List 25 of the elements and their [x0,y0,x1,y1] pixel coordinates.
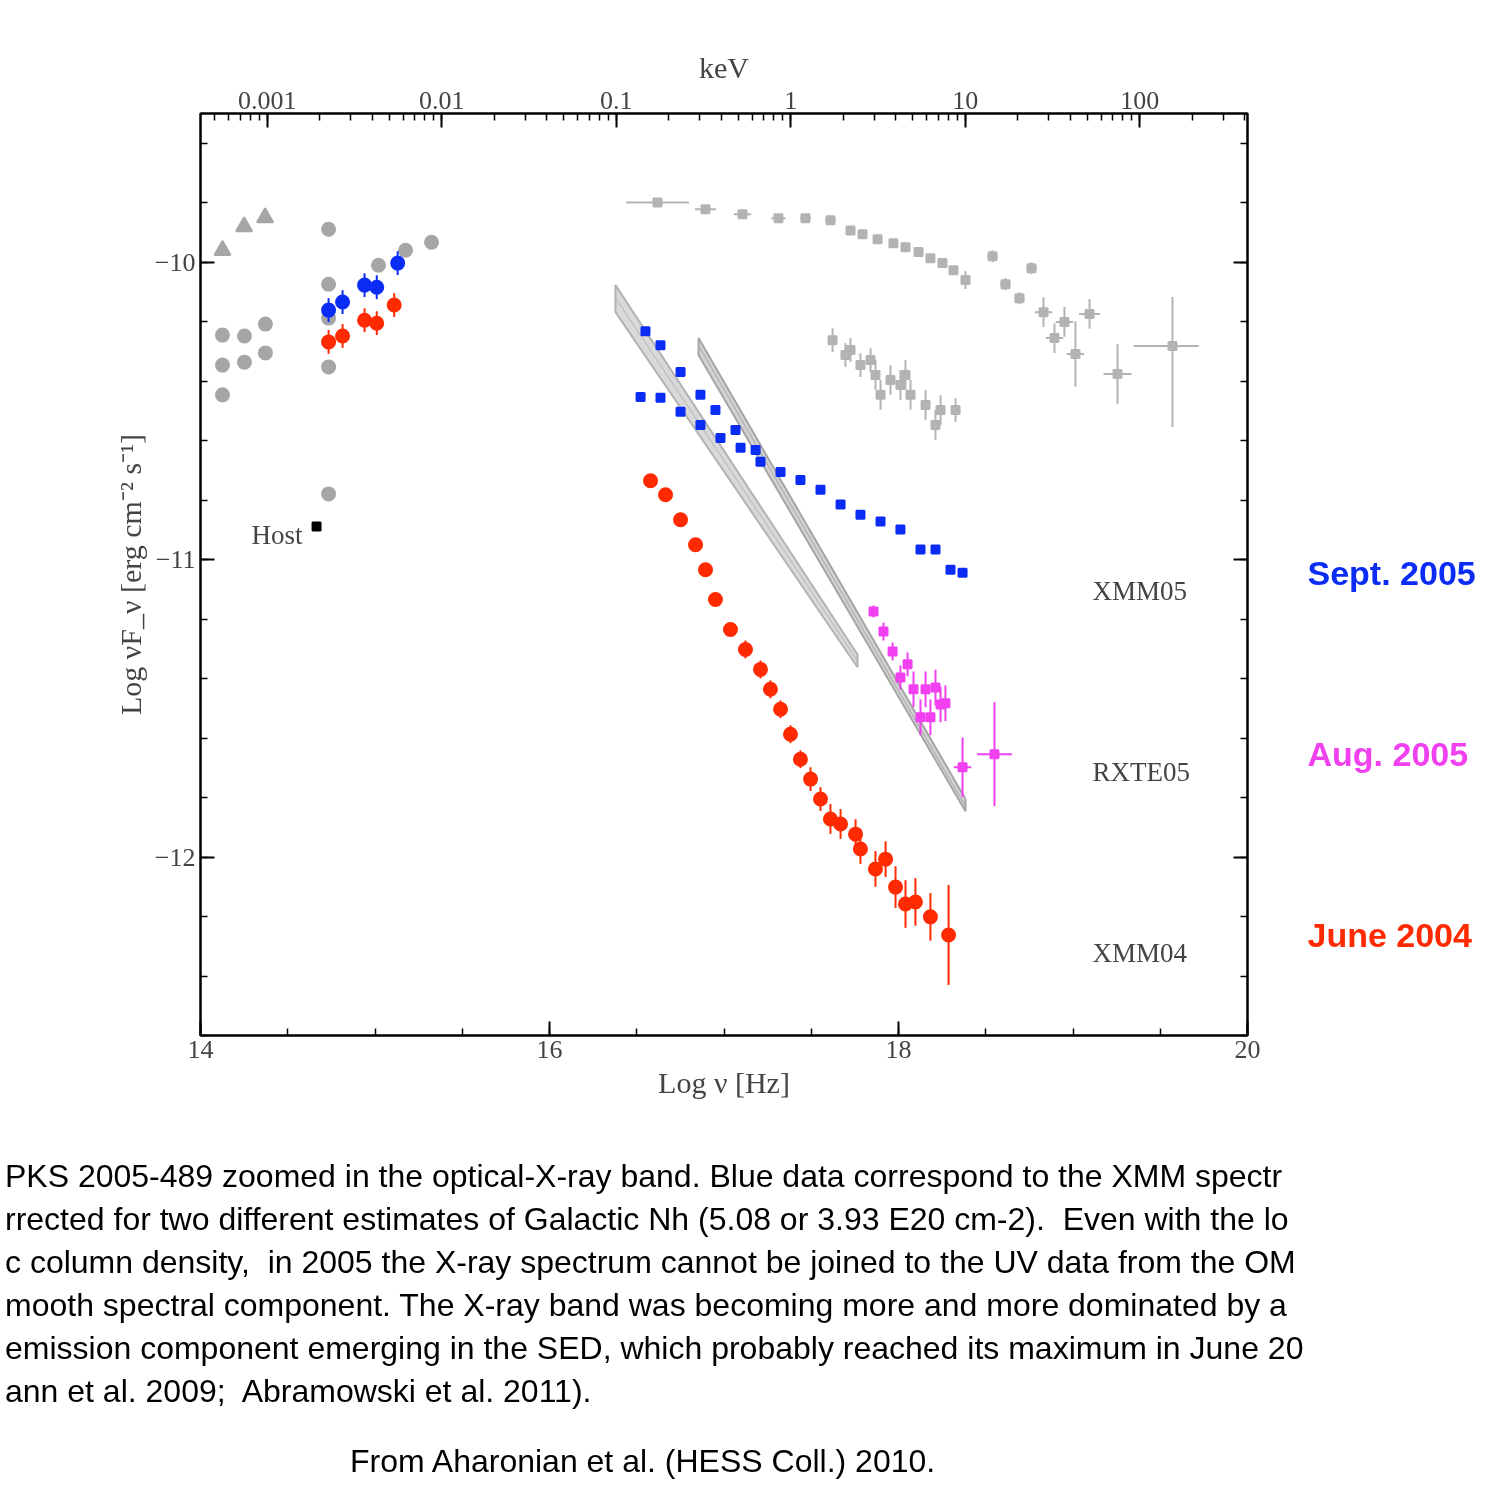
x2-axis-title: keV [699,50,750,84]
y-axis-title: Log νF_ν [erg cm⁻² s⁻¹] [113,433,147,716]
x-tick-label: 16 [536,1034,563,1064]
annotation: RXTE05 [1092,757,1190,788]
x2-tick-label: 0.001 [238,85,297,115]
text: Aug. 2005 [1307,735,1469,774]
x-tick-label: 14 [187,1034,214,1064]
x2-tick-label: 0.1 [600,85,633,115]
x-axis-title: Log ν [Hz] [658,1065,790,1099]
x2-tick-label: 1 [784,85,798,115]
y-tick-label: −11 [155,545,196,575]
annotation: XMM05 [1092,575,1188,606]
x2-tick-label: 10 [952,85,979,115]
y-tick-label: −12 [154,842,196,872]
x2-tick-label: 0.01 [419,85,465,115]
x2-tick-label: 100 [1120,85,1160,115]
x-tick-label: 18 [885,1034,912,1064]
annotation: Host [251,519,304,550]
y-tick-label: −10 [154,247,196,277]
text: June 2004 [1307,915,1473,954]
annotation: XMM04 [1092,937,1188,968]
text: Sept. 2005 [1307,553,1476,592]
x-tick-label: 20 [1234,1034,1261,1064]
text: From Aharonian et al. (HESS Coll.) 2010. [349,1442,936,1481]
text: PKS 2005-489 zoomed in the optical-X-ray band. Blue data correspond to the XMM spectr rrected for two different estimates of Galactic Nh (5.08 or 3.93 E20 cm-2). Even with the lo c column density, in 2005 the X-ray spectrum cannot be joined to the UV data from the OM mooth spectral component. The X-ray band was becoming more and more dominated by a emission component emerging in the SED, which probably reached its maximum in June 20 ann et al. 2009; Abramowski et al. 2011). [5,1157,1304,1411]
